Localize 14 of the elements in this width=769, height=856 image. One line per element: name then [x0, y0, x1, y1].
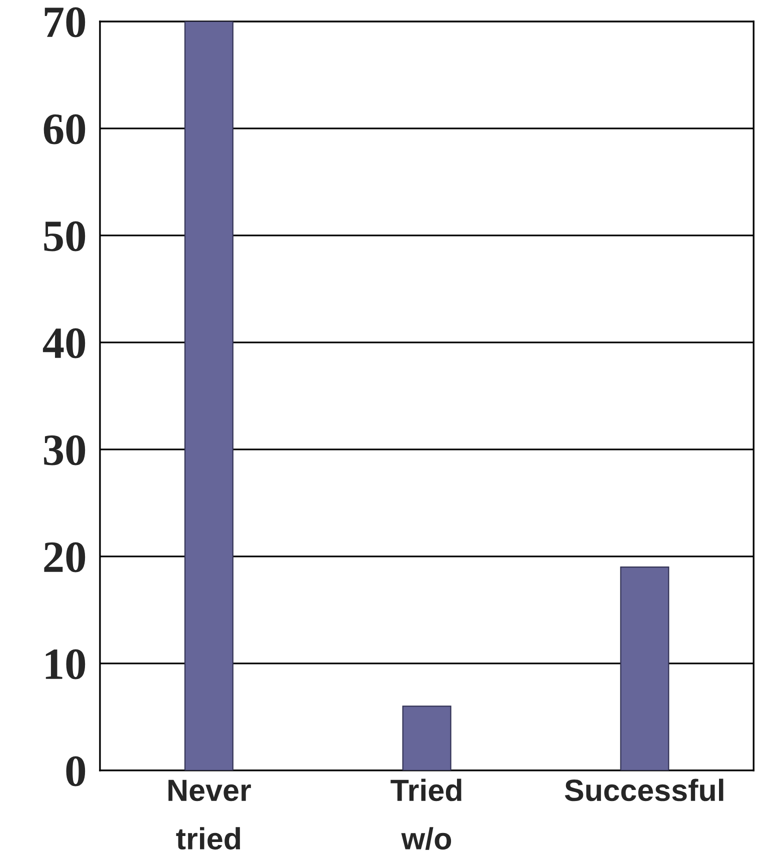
x-tick-label: Successful [564, 778, 724, 802]
bar [402, 706, 452, 770]
y-tick-label: 0 [66, 756, 86, 786]
y-tick-label: 40 [42, 328, 86, 358]
bar [184, 21, 234, 770]
x-tick-label: Never tried [168, 780, 251, 850]
y-tick-label: 10 [46, 649, 86, 680]
y-tick-label: 50 [44, 221, 86, 252]
y-tick-label: 60 [44, 114, 86, 144]
bar [620, 566, 670, 770]
y-tick-label: 70 [44, 7, 86, 38]
x-tick-label: Tried w/o [390, 778, 462, 850]
y-tick-label: 20 [44, 542, 86, 572]
y-tick-label: 30 [44, 435, 86, 466]
